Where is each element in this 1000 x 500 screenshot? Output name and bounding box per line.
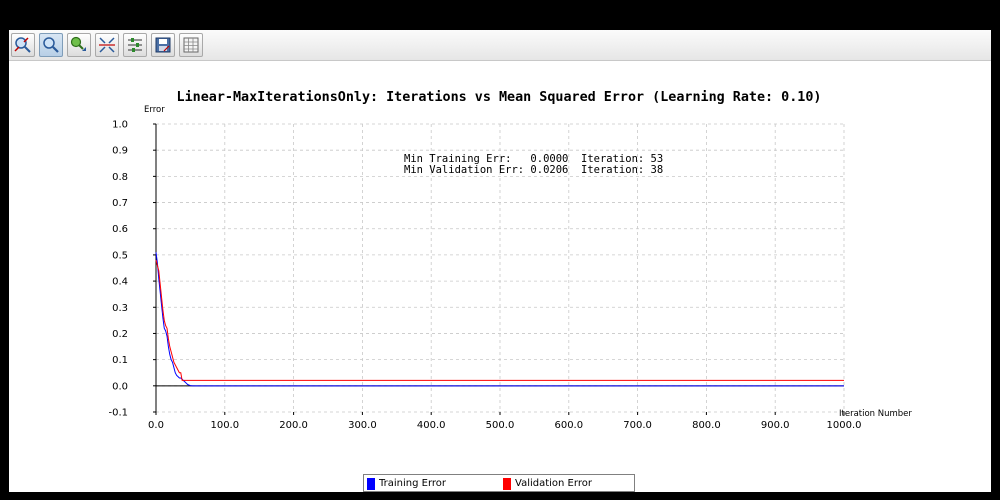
tick-labels: 0.0 100.0 200.0 300.0 400.0 500.0 600.0 700.0 80… bbox=[108, 120, 861, 432]
x-tick-label: 0.0 bbox=[148, 420, 164, 431]
validation-error-line bbox=[155, 260, 844, 381]
y-tick-label: 0.5 bbox=[112, 250, 128, 261]
x-tick-label: 800.0 bbox=[692, 420, 721, 431]
chart-title: Linear-MaxIterationsOnly: Iterations vs … bbox=[177, 89, 822, 105]
zoom-icon bbox=[43, 37, 59, 53]
y-tick-label: 0.8 bbox=[112, 172, 128, 183]
y-tick-label: 0.7 bbox=[112, 198, 128, 209]
y-axis-label: Error bbox=[144, 105, 165, 115]
fit-button[interactable] bbox=[95, 33, 119, 57]
legend: Training Error Validation Error bbox=[363, 474, 635, 492]
save-button[interactable] bbox=[151, 33, 175, 57]
y-tick-label: 0.9 bbox=[112, 146, 128, 157]
legend-swatch-validation bbox=[503, 478, 511, 490]
x-tick-label: 700.0 bbox=[623, 420, 652, 431]
table-icon bbox=[183, 37, 199, 53]
y-tick-label: 0.1 bbox=[112, 355, 128, 366]
y-tick-label: 1.0 bbox=[112, 120, 128, 131]
training-error-line bbox=[155, 252, 844, 387]
chart-window: 0.0 100.0 200.0 300.0 400.0 500.0 600.0 700.0 80… bbox=[9, 30, 991, 492]
toolbar bbox=[9, 30, 991, 61]
x-tick-label: 300.0 bbox=[348, 420, 377, 431]
x-tick-label: 1000.0 bbox=[827, 420, 862, 431]
zoom-reset-icon bbox=[14, 37, 31, 53]
x-tick-label: 500.0 bbox=[486, 420, 515, 431]
y-tick-label: 0.0 bbox=[112, 381, 128, 392]
zoom-button[interactable] bbox=[39, 33, 63, 57]
series bbox=[155, 252, 844, 387]
axis-settings-icon bbox=[128, 38, 142, 52]
x-tick-label: 900.0 bbox=[761, 420, 790, 431]
fit-icon bbox=[99, 37, 115, 53]
legend-label-training: Training Error bbox=[379, 478, 447, 489]
x-tick-label: 400.0 bbox=[417, 420, 446, 431]
line-chart: 0.0 100.0 200.0 300.0 400.0 500.0 600.0 700.0 80… bbox=[108, 89, 912, 432]
pan-button[interactable] bbox=[67, 33, 91, 57]
x-tick-label: 100.0 bbox=[210, 420, 239, 431]
save-icon bbox=[155, 37, 171, 53]
y-tick-label: 0.6 bbox=[112, 224, 128, 235]
legend-swatch-training bbox=[367, 478, 375, 490]
min-validation-error-note: Min Validation Err: 0.0206 Iteration: 38 bbox=[404, 164, 663, 176]
x-tick-label: 200.0 bbox=[279, 420, 308, 431]
grid bbox=[156, 123, 845, 413]
table-button[interactable] bbox=[179, 33, 203, 57]
y-tick-label: -0.1 bbox=[108, 408, 128, 419]
min-training-error-note: Min Training Err: 0.0000 Iteration: 53 bbox=[404, 153, 663, 165]
zoom-reset-button[interactable] bbox=[11, 33, 35, 57]
pan-icon bbox=[70, 36, 86, 51]
x-axis-label: Iteration Number bbox=[839, 409, 912, 419]
axis-settings-button[interactable] bbox=[123, 33, 147, 57]
y-tick-label: 0.3 bbox=[112, 303, 128, 314]
legend-label-validation: Validation Error bbox=[515, 478, 592, 489]
x-tick-label: 600.0 bbox=[554, 420, 583, 431]
y-tick-label: 0.2 bbox=[112, 329, 128, 340]
y-tick-label: 0.4 bbox=[112, 277, 128, 288]
